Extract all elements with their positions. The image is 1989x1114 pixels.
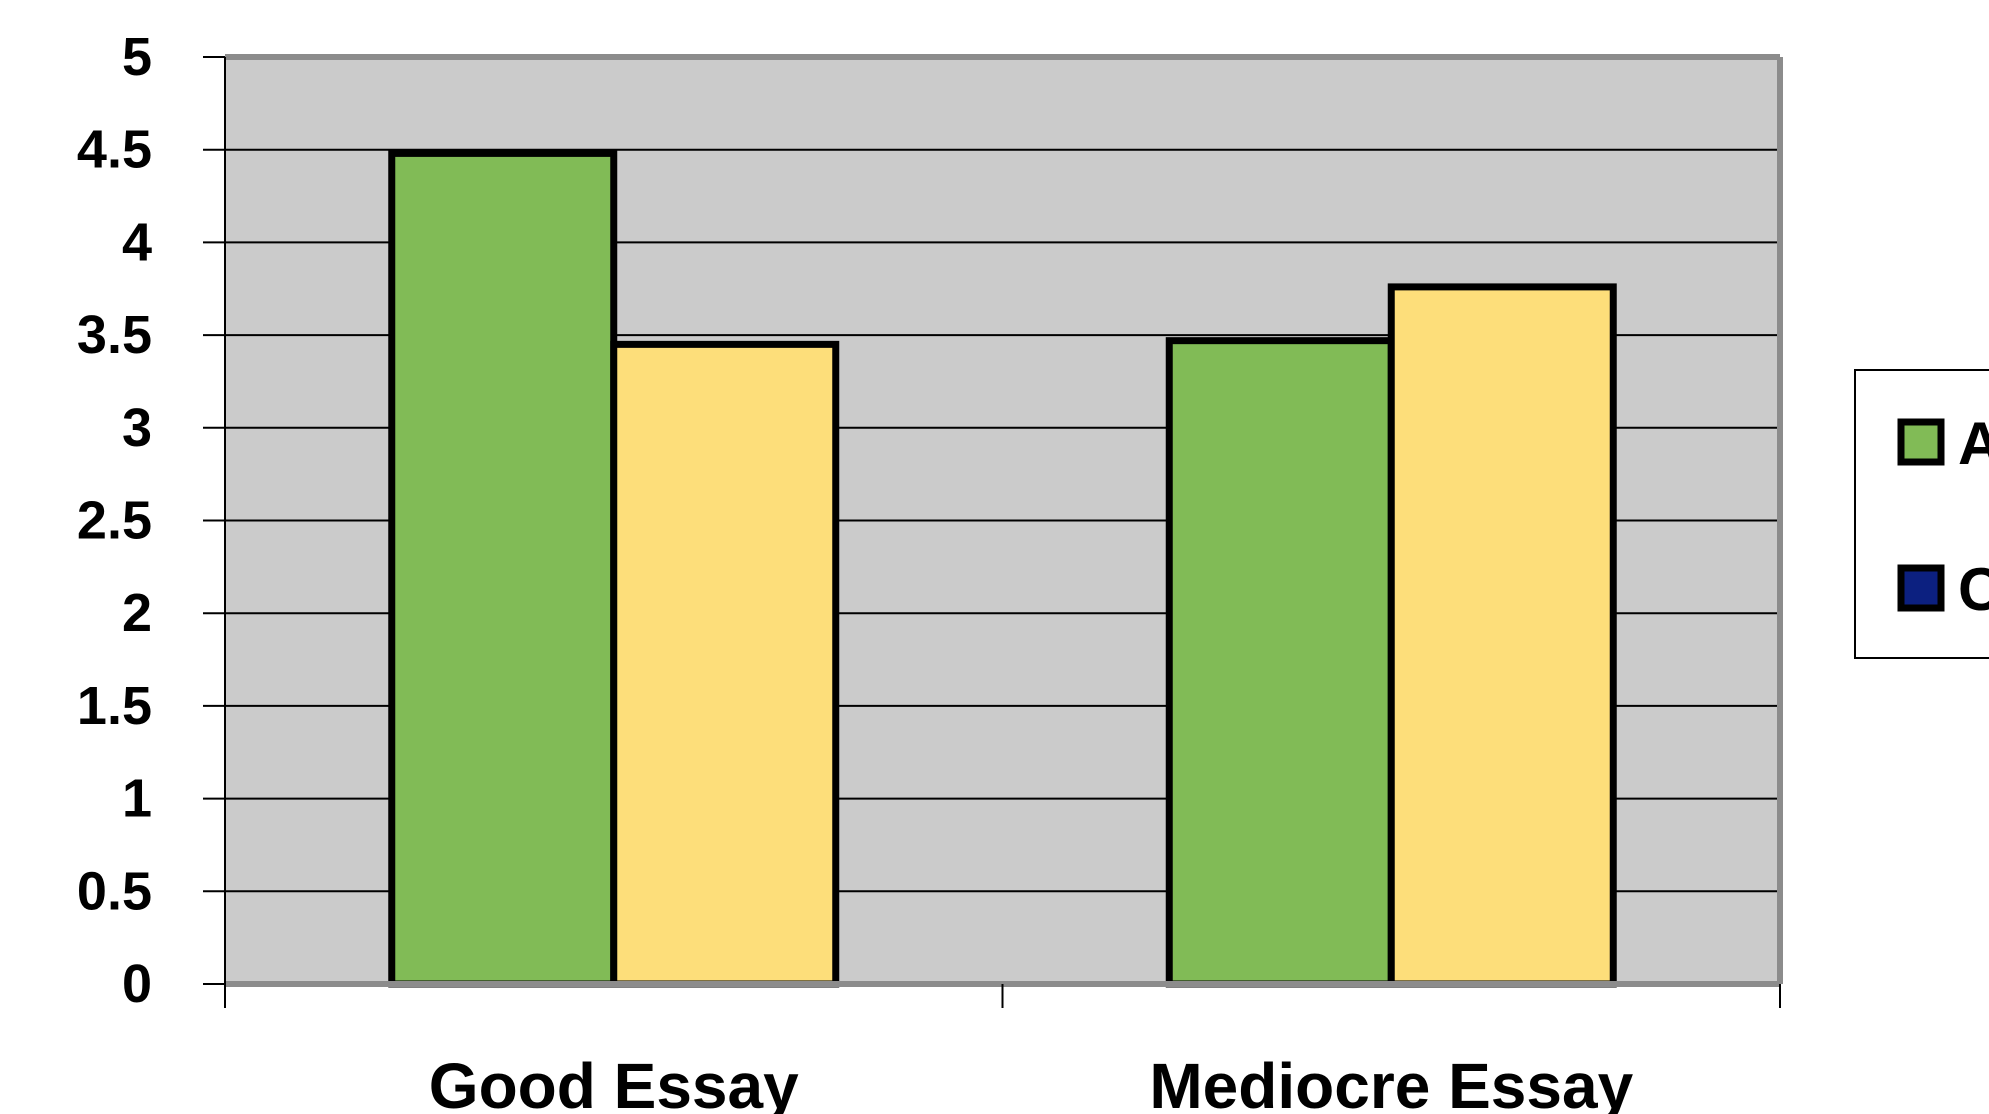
legend-label-a: A xyxy=(1958,410,1989,477)
x-category-label: Mediocre Essay xyxy=(1149,1050,1633,1114)
bar-a-0 xyxy=(388,149,618,988)
legend-swatch-a xyxy=(1897,418,1945,466)
y-tick-label: 0.5 xyxy=(77,861,152,921)
bar-c-1 xyxy=(1387,283,1617,988)
bar-a-1 xyxy=(1165,337,1395,988)
x-category-label: Good Essay xyxy=(429,1050,799,1114)
legend-label-c: C xyxy=(1958,556,1989,623)
y-tick-label: 2.5 xyxy=(77,491,152,551)
y-tick-label: 3.5 xyxy=(77,305,152,365)
y-tick-label: 4 xyxy=(122,212,152,272)
y-tick-label: 1 xyxy=(122,769,152,829)
bar-c-0 xyxy=(610,340,840,988)
y-tick-label: 0 xyxy=(122,954,152,1014)
legend-box xyxy=(1854,369,1989,659)
y-tick-label: 3 xyxy=(122,398,152,458)
y-tick-label: 5 xyxy=(122,27,152,87)
y-tick-label: 2 xyxy=(122,583,152,643)
y-tick-label: 1.5 xyxy=(77,676,152,736)
y-tick-label: 4.5 xyxy=(77,120,152,180)
legend-swatch-c xyxy=(1897,564,1945,612)
